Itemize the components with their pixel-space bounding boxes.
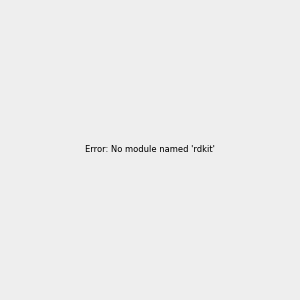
Text: Error: No module named 'rdkit': Error: No module named 'rdkit': [85, 146, 215, 154]
